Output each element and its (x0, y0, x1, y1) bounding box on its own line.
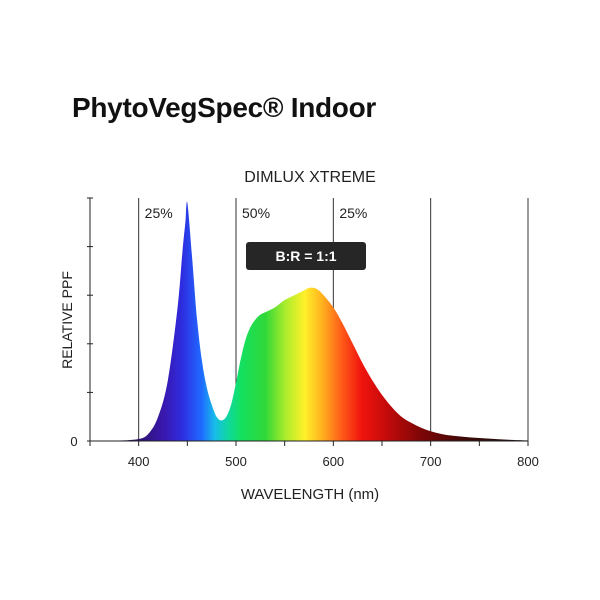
band-label: 25% (145, 205, 173, 221)
band-label: 50% (242, 205, 270, 221)
x-axis-label: WAVELENGTH (nm) (241, 486, 379, 503)
y-ticks-group: 0 (70, 197, 93, 449)
y-tick-label: 0 (70, 434, 77, 449)
ratio-annotation-box (246, 242, 366, 270)
x-tick-label: 500 (225, 454, 247, 469)
x-tick-label: 600 (322, 454, 344, 469)
x-tick-label: 800 (517, 454, 539, 469)
x-tick-label: 700 (420, 454, 442, 469)
y-axis-label: RELATIVE PPF (59, 271, 75, 369)
band-labels-group: 25% 50% 25% (145, 205, 368, 221)
x-ticks-group: 400 500 600 700 800 (89, 441, 539, 469)
ratio-annotation: B:R = 1:1 (246, 242, 366, 270)
spectrum-area (90, 201, 528, 441)
ratio-annotation-text: B:R = 1:1 (275, 248, 336, 264)
page-title: PhytoVegSpec® Indoor (72, 92, 377, 123)
chart-title: DIMLUX XTREME (244, 169, 376, 186)
band-label: 25% (339, 205, 367, 221)
x-tick-label: 400 (128, 454, 150, 469)
